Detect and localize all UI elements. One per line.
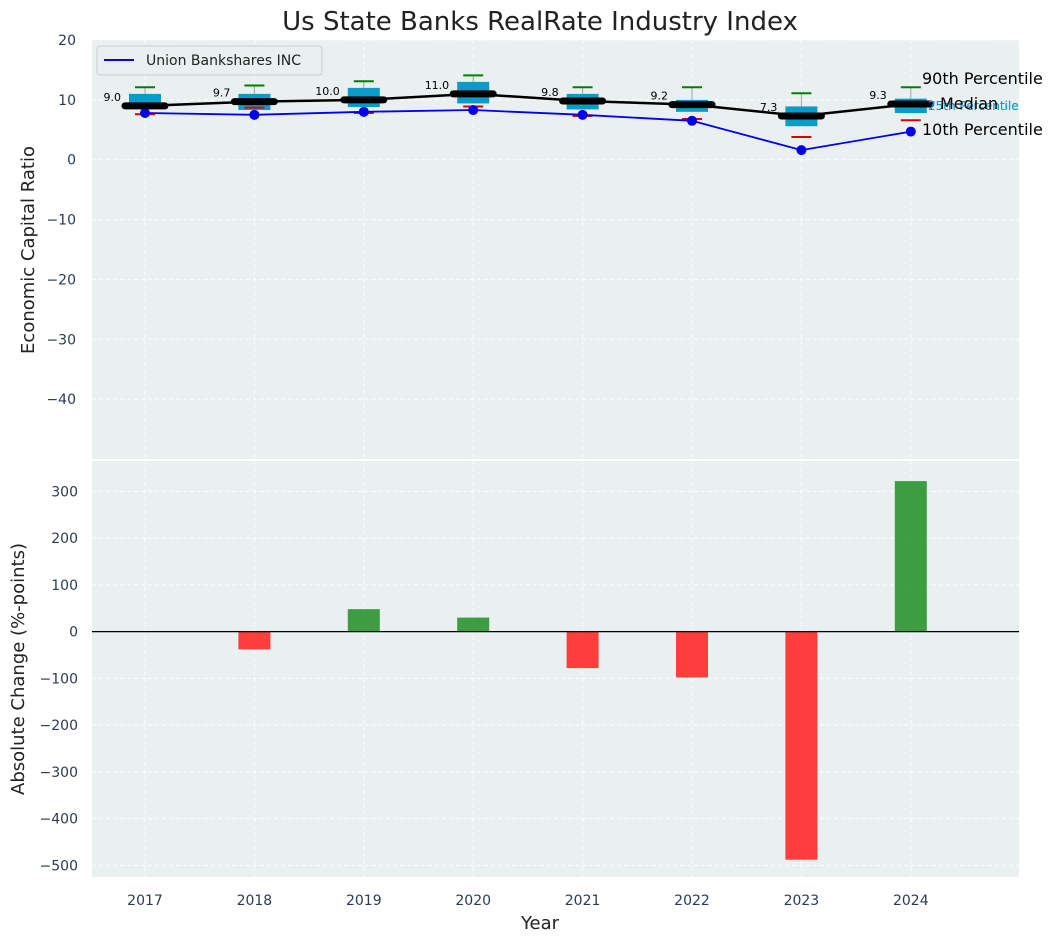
x-tick-label: 2017 [127, 893, 163, 909]
top-y-tick-label: 10 [58, 93, 76, 109]
top-y-tick-label: −40 [46, 392, 76, 408]
change-bar [676, 631, 708, 678]
x-tick-label: 2024 [893, 893, 929, 909]
change-bar [238, 631, 271, 650]
top-y-tick-label: −30 [46, 332, 76, 348]
union-bankshares-point [468, 105, 479, 116]
x-tick-label: 2020 [455, 893, 491, 909]
median-value-label: 10.0 [315, 85, 340, 98]
median-value-label: 9.8 [541, 86, 559, 99]
annotation-90th-percentile: 90th Percentile [922, 69, 1043, 88]
median-value-label: 9.2 [651, 90, 669, 103]
top-y-tick-label: −20 [46, 272, 76, 288]
annotation-75th-percentile: 75th Percentile [928, 99, 1019, 113]
legend: Union Bankshares INC [96, 45, 323, 76]
top-marks: 9.0 9.7 10.0 11.0 9.8 9.2 7.3 9.3 [104, 74, 935, 156]
top-y-axis-label: Economic Capital Ratio [18, 146, 39, 354]
change-bar [566, 631, 599, 669]
bottom-y-tick-label: −300 [40, 765, 78, 781]
median-value-label: 9.3 [869, 89, 887, 102]
bottom-y-tick-label: 200 [51, 531, 78, 547]
union-bankshares-line [144, 109, 911, 152]
bottom-y-tick-label: −500 [40, 858, 78, 874]
x-tick-label: 2023 [784, 893, 820, 909]
change-bar [457, 617, 490, 632]
bottom-y-tick-label: 0 [69, 625, 78, 641]
percentile-annotations: 90th Percentile 75th Percentile 25th Per… [922, 69, 1043, 139]
change-bar [785, 631, 818, 860]
annotation-median: Median [940, 94, 998, 113]
annotation-10th-percentile: 10th Percentile [922, 120, 1043, 139]
x-axis-label: Year [520, 913, 560, 934]
union-bankshares-point [577, 109, 588, 120]
x-tick-label: 2022 [674, 893, 710, 909]
bottom-y-tick-label: 300 [51, 484, 78, 500]
annotation-25th-percentile: 25th Percentile [928, 99, 1019, 113]
union-bankshares-point [358, 106, 369, 117]
top-y-tick-label: 0 [67, 153, 76, 169]
union-bankshares-point [140, 108, 150, 119]
union-bankshares-point [796, 145, 807, 156]
chart-title: Us State Banks RealRate Industry Index [282, 7, 798, 37]
top-y-tick-label: −10 [46, 213, 76, 229]
axis-ticks: −40−30−20−1001020−500−400−300−200−100010… [40, 33, 929, 909]
x-tick-label: 2019 [346, 893, 382, 909]
median-value-label: 7.3 [760, 101, 778, 114]
bottom-marks [92, 481, 1019, 860]
x-tick-label: 2018 [237, 893, 273, 909]
union-bankshares-point [687, 115, 697, 126]
change-bar [347, 609, 380, 632]
legend-box [96, 45, 323, 76]
bottom-y-axis-label: Absolute Change (%-points) [8, 543, 29, 795]
median-value-label: 9.0 [104, 91, 122, 104]
top-y-tick-label: 20 [58, 33, 76, 49]
median-value-label: 11.0 [425, 79, 450, 92]
bottom-y-tick-label: −400 [40, 812, 78, 828]
bottom-y-tick-label: −100 [40, 671, 78, 687]
bottom-y-tick-label: 100 [51, 578, 78, 594]
median-value-label: 9.7 [213, 87, 231, 100]
bottom-y-tick-label: −200 [40, 718, 78, 734]
bottom-plot-background [92, 461, 1019, 877]
union-bankshares-point [249, 109, 260, 120]
x-tick-label: 2021 [565, 893, 601, 909]
change-bar [894, 481, 927, 632]
bottom-grid [92, 461, 1019, 877]
legend-label-union-bankshares: Union Bankshares INC [146, 53, 301, 69]
union-bankshares-point [905, 126, 916, 137]
